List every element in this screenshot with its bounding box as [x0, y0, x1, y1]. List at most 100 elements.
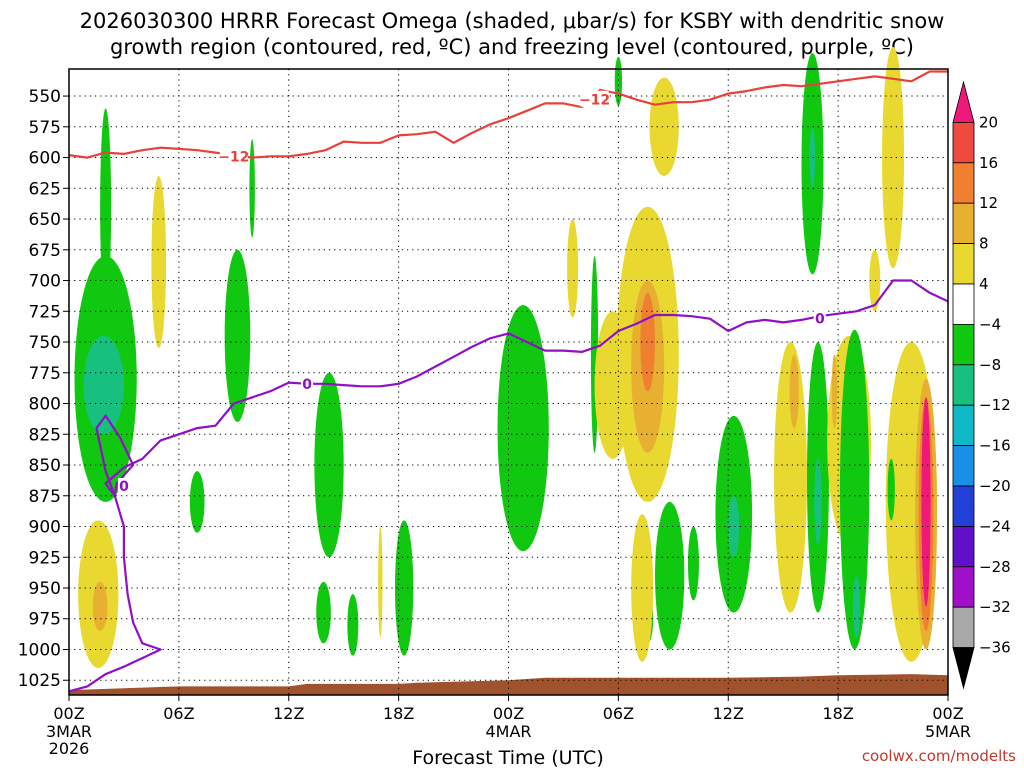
colorbar-label-3: 8: [979, 235, 989, 253]
y-tick-label-700: 700: [29, 272, 61, 292]
omega-region-33: [809, 126, 816, 189]
colorbar-label-13: −36: [979, 639, 1011, 657]
colorbar-label-8: −16: [979, 437, 1011, 455]
omega-region-14: [497, 305, 549, 552]
x-tick-label-6: 06Z: [163, 704, 194, 723]
y-tick-label-775: 775: [29, 364, 61, 384]
omega-region-43: [869, 249, 881, 312]
date-label-0: 3MAR: [46, 722, 92, 741]
year-label-0: 2026: [49, 739, 90, 758]
x-tick-label-18: 18Z: [383, 704, 414, 723]
red-contour-label-1: −12: [579, 93, 610, 109]
omega-region-27: [728, 495, 740, 558]
colorbar-swatch-12: [952, 566, 975, 608]
omega-region-25: [687, 526, 699, 601]
purple-label-bg-1: [813, 310, 826, 326]
contour-line-1: [68, 279, 949, 693]
colorbar-label-10: −24: [979, 517, 1011, 535]
purple-contour-label-1: 0: [815, 312, 825, 328]
y-tick-label-950: 950: [29, 579, 61, 599]
red-label-bg-1: [580, 90, 609, 107]
y-tick-label-575: 575: [29, 118, 61, 138]
omega-region-4: [92, 581, 108, 632]
omega-region-10: [316, 581, 331, 644]
colorbar-swatch-4: [952, 243, 975, 285]
date-label-48: 5MAR: [925, 722, 971, 741]
purple-contour-label-0: 0: [302, 377, 312, 393]
y-tick-label-1025: 1025: [18, 671, 61, 691]
omega-region-7: [224, 249, 251, 422]
y-tick-label-1000: 1000: [18, 640, 61, 660]
colorbar-swatch-10: [952, 485, 975, 527]
plot-area: −12 −12 0 0 0: [68, 46, 949, 696]
colorbar-label-11: −28: [979, 558, 1011, 576]
colorbar: 20 16 12 8 4 −4 −8 −12 −16 −20 −24 −28 −32 −36: [952, 80, 1011, 690]
chart-title-line-2: growth region (contoured, red, ºC) and f…: [110, 35, 914, 59]
y-tick-label-900: 900: [29, 518, 61, 538]
y-tick-label-925: 925: [29, 548, 61, 568]
omega-region-13: [394, 520, 414, 656]
omega-region-31: [814, 458, 822, 545]
colorbar-swatch-9: [952, 445, 975, 487]
omega-region-5: [151, 175, 167, 349]
omega-region-44: [887, 458, 895, 521]
colorbar-swatch-3: [952, 202, 975, 244]
y-tick-label-850: 850: [29, 456, 61, 476]
omega-region-2: [100, 108, 112, 306]
omega-region-23: [655, 501, 685, 650]
colorbar-label-2: 12: [979, 194, 998, 212]
chart-title-line-1: 2026030300 HRRR Forecast Omega (shaded, …: [80, 9, 945, 33]
omega-region-15: [567, 219, 579, 318]
colorbar-label-9: −20: [979, 477, 1011, 495]
y-tick-label-675: 675: [29, 241, 61, 261]
omega-region-35: [831, 354, 838, 429]
purple-contour-label-2: 0: [119, 479, 129, 495]
x-tick-label-36: 12Z: [713, 704, 744, 723]
omega-region-22: [614, 56, 623, 106]
colorbar-label-4: 4: [979, 275, 989, 293]
omega-region-20: [640, 292, 655, 392]
y-tick-label-750: 750: [29, 333, 61, 353]
y-tick-label-800: 800: [29, 395, 61, 415]
y-tick-label-825: 825: [29, 425, 61, 445]
omega-region-37: [852, 575, 861, 638]
omega-region-21: [649, 77, 679, 176]
x-tick-label-24: 00Z: [493, 704, 524, 723]
y-tick-label-550: 550: [29, 87, 61, 107]
colorbar-swatch-11: [952, 526, 975, 568]
omega-region-11: [347, 594, 359, 656]
omega-region-29: [789, 354, 799, 429]
colorbar-swatch-8: [952, 404, 975, 447]
colorbar-swatch-2: [952, 162, 975, 204]
colorbar-swatch-5: [952, 283, 975, 325]
colorbar-label-7: −12: [979, 396, 1011, 414]
y-tick-label-975: 975: [29, 610, 61, 630]
y-tick-label-625: 625: [29, 179, 61, 199]
omega-region-1: [83, 335, 124, 435]
x-tick-label-42: 18Z: [822, 704, 853, 723]
omega-region-12: [378, 526, 383, 638]
terrain-layer: [69, 674, 948, 695]
y-tick-label-725: 725: [29, 302, 61, 322]
omega-region-42: [921, 397, 931, 607]
red-label-bg-0: [219, 147, 248, 164]
x-tick-label-30: 06Z: [603, 704, 634, 723]
date-label-24: 4MAR: [485, 722, 531, 741]
colorbar-swatch-7: [952, 364, 975, 406]
colorbar-label-6: −8: [979, 356, 1001, 374]
omega-region-38: [882, 46, 905, 269]
x-tick-label-0: 00Z: [53, 704, 84, 723]
y-tick-label-650: 650: [29, 210, 61, 230]
contour-line-0: [68, 70, 948, 159]
credit-text: coolwx.com/modelts: [862, 747, 1016, 765]
colorbar-swatch-13: [952, 606, 975, 649]
colorbar-label-0: 20: [979, 113, 998, 131]
omega-region-28: [774, 342, 807, 613]
y-tick-label-875: 875: [29, 487, 61, 507]
y-tick-label-600: 600: [29, 149, 61, 169]
omega-region-36: [839, 329, 870, 650]
gridlines: [68, 69, 949, 695]
colorbar-top-arrow: [952, 80, 975, 123]
